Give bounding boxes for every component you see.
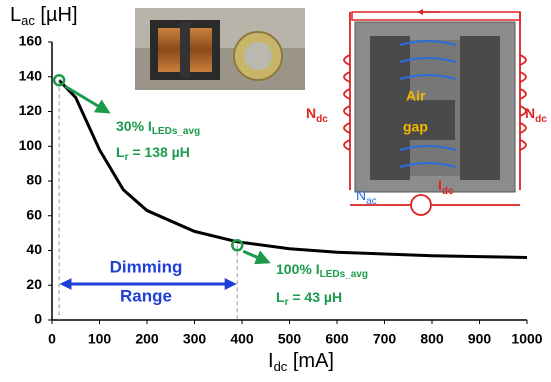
range-label: Range [120, 286, 172, 305]
annotation-text: 100% I [276, 261, 320, 277]
y-axis-label: Lac [µH] [10, 4, 78, 28]
arrow [65, 86, 108, 112]
x-tick-label: 800 [420, 331, 444, 347]
diagram-label-sub: ac [366, 196, 377, 207]
x-tick-label: 700 [373, 331, 397, 347]
annotation-text: = 43 µH [288, 289, 342, 305]
annotation: Lr = 43 µH [276, 289, 342, 308]
photo-inset [135, 8, 305, 90]
y-label-main: L [10, 4, 21, 26]
diagram-label: gap [403, 119, 428, 135]
diagram-label-main: N [356, 187, 366, 203]
annotation: Lr = 138 µH [116, 144, 190, 163]
y-tick-label: 0 [34, 311, 42, 327]
y-tick-label: 160 [19, 33, 43, 49]
x-tick-label: 200 [135, 331, 159, 347]
range-label: Dimming [110, 257, 183, 276]
y-tick-label: 140 [19, 67, 43, 83]
diagram-label-main: N [525, 105, 535, 121]
x-tick-label: 900 [468, 331, 492, 347]
diagram-label: Ndc [306, 105, 328, 125]
y-tick-label: 80 [26, 172, 42, 188]
annotation-text: = 138 µH [128, 144, 189, 160]
x-tick-label: 1000 [511, 331, 542, 347]
y-tick-label: 60 [26, 206, 42, 222]
y-tick-label: 120 [19, 102, 43, 118]
diagram-label-sub: dc [442, 186, 454, 197]
diagram-label-sub: dc [316, 114, 328, 125]
y-label-unit: [µH] [35, 4, 78, 26]
x-tick-label: 400 [230, 331, 254, 347]
arrow [243, 251, 268, 262]
x-tick-label: 300 [183, 331, 207, 347]
x-tick-label: 100 [88, 331, 112, 347]
y-tick-label: 20 [26, 276, 42, 292]
diagram-label: Air [406, 88, 426, 104]
diagram-label-main: N [306, 105, 316, 121]
x-tick-label: 0 [48, 331, 56, 347]
x-tick-label: 500 [278, 331, 302, 347]
annotation-sub: LEDs_avg [320, 269, 368, 280]
y-tick-label: 40 [26, 241, 42, 257]
x-tick-label: 600 [325, 331, 349, 347]
x-axis-label: Idc [mA] [268, 350, 334, 374]
core-diagram: Air gap Ndc Ndc Nac Idc [306, 12, 547, 215]
y-tick-label: 100 [19, 137, 43, 153]
annotation-sub: LEDs_avg [152, 126, 200, 137]
y-label-sub: ac [21, 13, 35, 28]
x-label-unit: [mA] [287, 350, 334, 372]
diagram-label: Ndc [525, 105, 547, 125]
chart: Lac [µH] Idc [mA] Air gap Ndc Ndc [0, 0, 551, 377]
diagram-label-sub: dc [535, 114, 547, 125]
annotation: 30% ILEDs_avg [116, 118, 200, 137]
annotation-text: 30% I [116, 118, 152, 134]
x-label-sub: dc [274, 359, 288, 374]
annotation: 100% ILEDs_avg [276, 261, 368, 280]
